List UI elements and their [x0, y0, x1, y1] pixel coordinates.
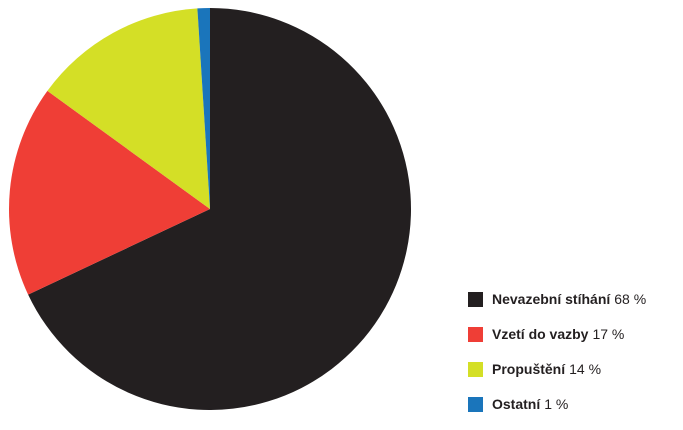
legend-swatch: [468, 291, 483, 307]
legend-value: 68 %: [614, 291, 647, 307]
pie-slice-vzetí-do-vazby: [8, 90, 210, 295]
legend-swatch: [468, 326, 483, 342]
chart-legend: Nevazební stíhání 68 % Vzetí do vazby 17…: [468, 290, 680, 430]
legend-label: Nevazební stíhání: [492, 291, 611, 307]
pie-slice-ostatní: [197, 8, 210, 209]
legend-value: 17 %: [592, 326, 625, 342]
legend-label: Vzetí do vazby: [492, 326, 589, 342]
legend-swatch: [468, 396, 483, 412]
legend-swatch: [468, 361, 483, 377]
pie-slice-nevazební-stíhání: [28, 8, 411, 410]
legend-item-nevazebni-stihani: Nevazební stíhání 68 %: [468, 290, 680, 308]
legend-item-ostatni: Ostatní 1 %: [468, 395, 680, 413]
legend-label: Ostatní: [492, 396, 541, 412]
legend-item-vzeti-do-vazby: Vzetí do vazby 17 %: [468, 325, 680, 343]
legend-label: Propuštění: [492, 361, 566, 377]
legend-value: 14 %: [569, 361, 602, 377]
pie-slice-propuštění: [47, 8, 210, 210]
legend-item-propusteni: Propuštění 14 %: [468, 360, 680, 378]
legend-value: 1 %: [544, 396, 569, 412]
pie-chart: [8, 8, 411, 410]
